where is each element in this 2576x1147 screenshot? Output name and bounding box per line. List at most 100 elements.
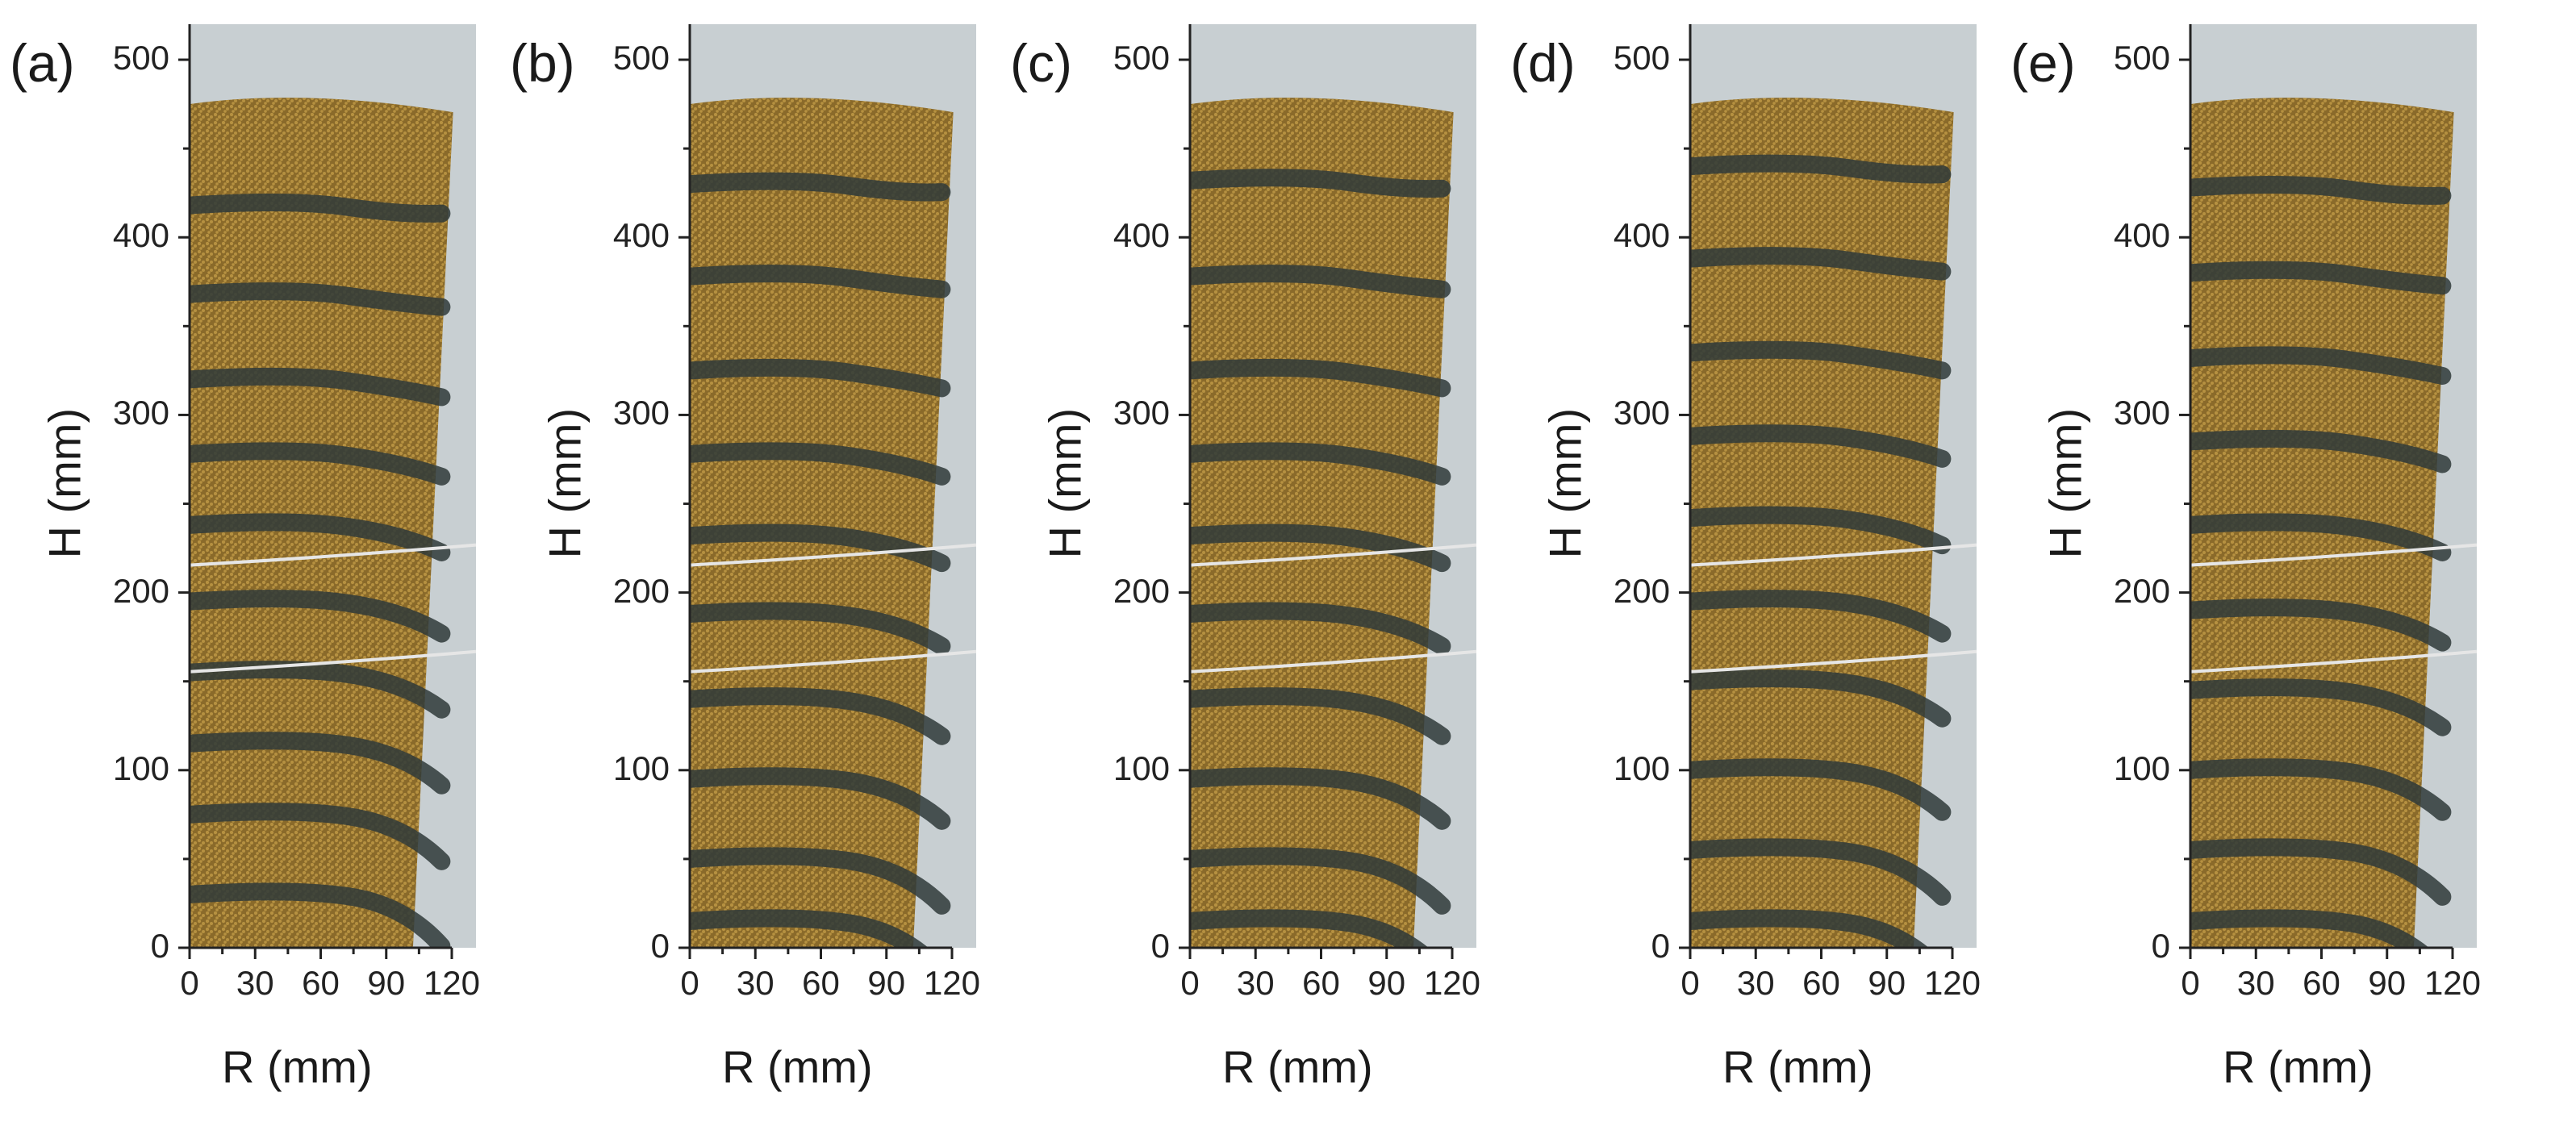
granular-column-photo-c [1190, 24, 1476, 948]
x-tick-label: 30 [236, 964, 274, 1002]
tracer-band [1690, 669, 1952, 728]
tracer-band [2190, 838, 2452, 906]
tracer-band [2190, 599, 2452, 652]
x-axis-label: R (mm) [222, 1041, 373, 1092]
tracer-band [2190, 176, 2452, 205]
tracer-band [1190, 687, 1451, 745]
axes [2179, 24, 2454, 959]
panel-letter: (c) [1010, 33, 1072, 93]
tracer-band [1190, 169, 1451, 198]
y-tick-label: 0 [1651, 927, 1670, 965]
x-axis-label: R (mm) [2223, 1041, 2374, 1092]
y-tick-label: 100 [2113, 749, 2170, 787]
tracer-band [190, 282, 451, 316]
tracer-band [2190, 758, 2452, 821]
y-tick-label: 200 [1113, 571, 1170, 610]
y-tick-label: 200 [1613, 571, 1670, 610]
x-tick-label: 30 [2236, 964, 2275, 1002]
granular-column-photo-a [190, 24, 476, 948]
y-tick-label: 500 [112, 39, 169, 77]
granular-column-photo-e [2190, 24, 2477, 948]
tracer-band [1190, 847, 1451, 915]
tracer-band [2190, 909, 2429, 948]
tracer-band [1690, 424, 1952, 468]
y-tick-label: 300 [1113, 394, 1170, 432]
y-tick-label: 500 [2113, 39, 2170, 77]
tracer-band [1690, 758, 1952, 821]
x-tick-label: 0 [1180, 964, 1200, 1002]
panel-b: (b) H (mm) 0 100 200 300 400 500 0 30 60 90 120 R (mm… [500, 0, 1000, 1147]
x-tick-label: 30 [736, 964, 774, 1002]
y-tick-label: 400 [1613, 216, 1670, 255]
x-tick-label: 90 [867, 964, 906, 1002]
glass-seam [1690, 649, 1977, 674]
glass-seam [2190, 543, 2477, 567]
x-axis-label: R (mm) [722, 1041, 873, 1092]
x-tick-label: 120 [923, 964, 981, 1002]
tracer-band [190, 882, 451, 948]
glass-seam [1690, 543, 1977, 567]
tracer-band [1190, 358, 1451, 398]
x-tick-label: 90 [1868, 964, 1906, 1002]
y-tick-label: 400 [612, 216, 670, 255]
axes [1179, 24, 1454, 959]
tracer-band [1190, 602, 1451, 656]
y-tick-label: 0 [1150, 927, 1170, 965]
panel-a: (a) H (mm) 0 100 200 300 400 500 0 30 60 90 120 R (mm… [0, 0, 500, 1147]
glass-seam [1190, 543, 1476, 567]
panel-letter: (e) [2010, 33, 2076, 93]
tracer-band [1690, 506, 1952, 555]
x-tick-label: 60 [1802, 964, 1840, 1002]
y-tick-label: 500 [1613, 39, 1670, 77]
tracer-band [1690, 838, 1952, 906]
y-tick-label: 400 [112, 216, 169, 255]
y-tick-label: 300 [612, 394, 670, 432]
tracer-band [690, 767, 951, 830]
tracer-band [2190, 429, 2452, 473]
x-tick-label: 90 [2368, 964, 2407, 1002]
x-tick-label: 0 [1680, 964, 1700, 1002]
panel-d: (d) H (mm) 0 100 200 300 400 500 0 30 60 90 120 R (mm… [1501, 0, 2001, 1147]
x-tick-label: 60 [2303, 964, 2340, 1002]
x-tick-label: 90 [1367, 964, 1406, 1002]
tracer-band [190, 513, 451, 561]
x-tick-label: 0 [680, 964, 699, 1002]
tracer-band [690, 847, 951, 915]
tracer-band [190, 732, 451, 795]
tracer-band [190, 367, 451, 407]
tracer-band [190, 803, 451, 870]
y-tick-label: 400 [2113, 216, 2170, 255]
y-tick-label: 300 [112, 394, 169, 432]
tracer-band [1690, 247, 1952, 281]
y-tick-label: 300 [1613, 394, 1670, 432]
y-tick-label: 200 [2113, 571, 2170, 610]
tracer-band [690, 172, 951, 202]
axes [678, 24, 954, 959]
tracer-band [1190, 767, 1451, 830]
y-tick-label: 300 [2113, 394, 2170, 432]
tracer-band [690, 687, 951, 745]
tracer-band [690, 265, 951, 298]
x-tick-label: 60 [802, 964, 840, 1002]
tracer-band [190, 590, 451, 643]
tracer-band [1690, 909, 1929, 948]
x-tick-label: 90 [367, 964, 406, 1002]
y-tick-label: 200 [612, 571, 670, 610]
tracer-band [1690, 154, 1952, 184]
y-tick-label: 100 [1113, 749, 1170, 787]
x-tick-label: 0 [180, 964, 199, 1002]
panel-e: (e) H (mm) 0 100 200 300 400 500 0 30 60 90 120 R (mm… [2001, 0, 2501, 1147]
tracer-band [690, 909, 929, 948]
y-tick-label: 100 [112, 749, 169, 787]
glass-seam [190, 649, 476, 674]
tracer-band [690, 523, 951, 573]
tracer-band [1190, 442, 1451, 486]
x-tick-label: 120 [423, 964, 481, 1002]
y-tick-label: 0 [150, 927, 169, 965]
panel-c: (c) H (mm) 0 100 200 300 400 500 0 30 60 90 120 R (mm… [1000, 0, 1501, 1147]
tracer-band [690, 602, 951, 656]
x-axis-label: R (mm) [1722, 1041, 1873, 1092]
tracer-band [1190, 909, 1429, 948]
x-tick-label: 120 [1423, 964, 1481, 1002]
